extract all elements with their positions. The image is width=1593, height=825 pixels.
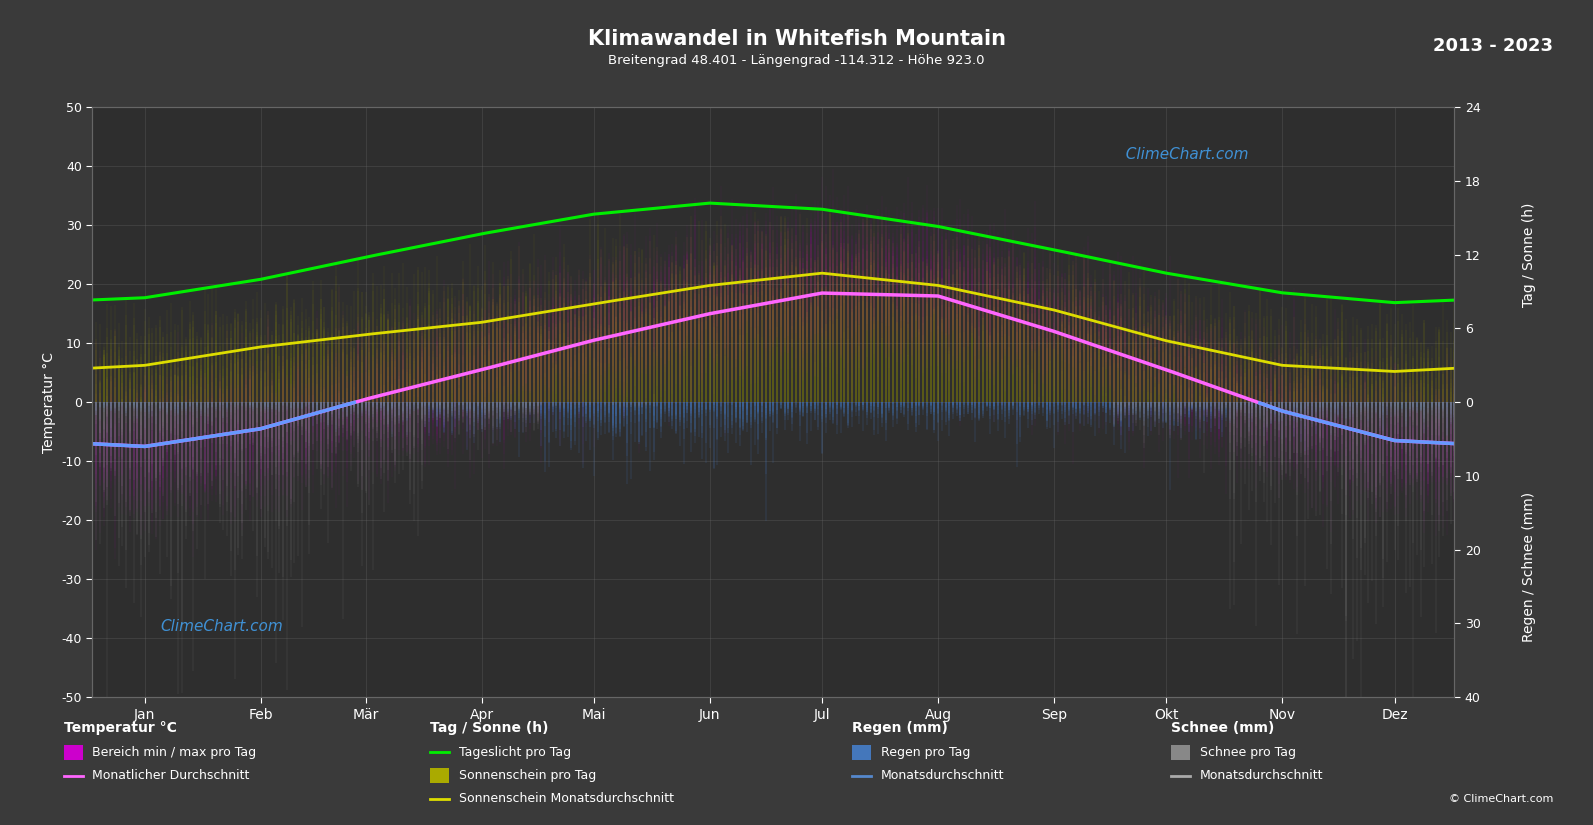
Text: 2013 - 2023: 2013 - 2023: [1434, 37, 1553, 55]
Text: Monatsdurchschnitt: Monatsdurchschnitt: [1200, 769, 1324, 782]
Text: Temperatur °C: Temperatur °C: [64, 721, 177, 734]
Text: Regen pro Tag: Regen pro Tag: [881, 746, 970, 759]
Text: Klimawandel in Whitefish Mountain: Klimawandel in Whitefish Mountain: [588, 29, 1005, 49]
Text: Regen / Schnee (mm): Regen / Schnee (mm): [1523, 493, 1536, 643]
Text: Tag / Sonne (h): Tag / Sonne (h): [1523, 202, 1536, 307]
Text: Sonnenschein pro Tag: Sonnenschein pro Tag: [459, 769, 596, 782]
Text: Tageslicht pro Tag: Tageslicht pro Tag: [459, 746, 570, 759]
Text: Tag / Sonne (h): Tag / Sonne (h): [430, 721, 548, 734]
Y-axis label: Temperatur °C: Temperatur °C: [41, 351, 56, 453]
Text: Monatlicher Durchschnitt: Monatlicher Durchschnitt: [92, 769, 250, 782]
Text: © ClimeChart.com: © ClimeChart.com: [1448, 794, 1553, 804]
Text: Schnee (mm): Schnee (mm): [1171, 721, 1274, 734]
Text: ClimeChart.com: ClimeChart.com: [161, 619, 284, 634]
Text: Schnee pro Tag: Schnee pro Tag: [1200, 746, 1295, 759]
Text: Breitengrad 48.401 - Längengrad -114.312 - Höhe 923.0: Breitengrad 48.401 - Längengrad -114.312…: [609, 54, 984, 67]
Text: Monatsdurchschnitt: Monatsdurchschnitt: [881, 769, 1005, 782]
Text: Sonnenschein Monatsdurchschnitt: Sonnenschein Monatsdurchschnitt: [459, 792, 674, 805]
Text: Regen (mm): Regen (mm): [852, 721, 948, 734]
Text: ClimeChart.com: ClimeChart.com: [1115, 147, 1249, 162]
Text: Bereich min / max pro Tag: Bereich min / max pro Tag: [92, 746, 256, 759]
